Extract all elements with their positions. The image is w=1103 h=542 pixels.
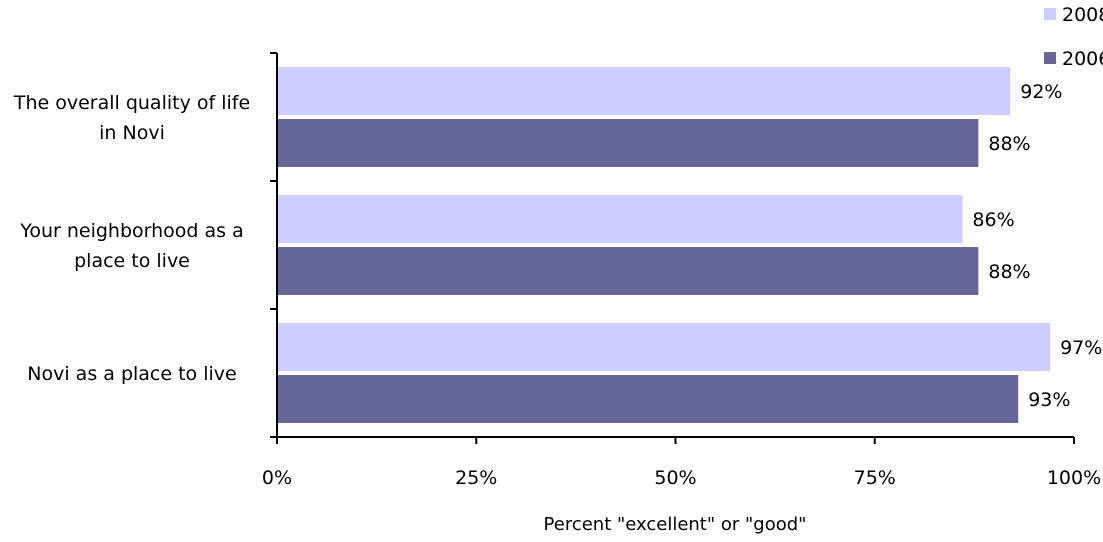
x-tick-label: 0% (262, 467, 292, 489)
data-label: 88% (988, 261, 1030, 283)
bar-2008-1 (277, 195, 963, 243)
text-layer: 92% 88% The overall quality of life in Novi… (13, 81, 1102, 535)
x-tick-label: 50% (654, 467, 696, 489)
axes-layer (270, 52, 1075, 444)
bar-2006-1 (277, 247, 979, 295)
category-label-line: Novi as a place to live (27, 363, 236, 385)
bar-2006-0 (277, 119, 979, 167)
x-tick-label: 25% (455, 467, 497, 489)
data-label: 93% (1028, 389, 1070, 411)
category-label: Novi as a place to live (27, 363, 236, 385)
category-label-line: Your neighborhood as a (19, 220, 244, 242)
legend: 2008 2006 (1044, 4, 1103, 70)
data-label: 97% (1060, 337, 1102, 359)
x-tick-label: 100% (1047, 467, 1101, 489)
legend-label-2006: 2006 (1062, 48, 1103, 70)
bars-layer (277, 67, 1051, 423)
data-label: 86% (972, 209, 1014, 231)
data-label: 92% (1020, 81, 1062, 103)
bar-2008-2 (277, 323, 1051, 371)
legend-swatch-2006 (1044, 52, 1056, 64)
x-axis-title: Percent "excellent" or "good" (544, 514, 807, 535)
category-label-line: in Novi (99, 122, 165, 144)
data-label: 88% (988, 133, 1030, 155)
category-label: The overall quality of life in Novi (13, 92, 250, 144)
x-tick-label: 75% (854, 467, 896, 489)
legend-swatch-2008 (1044, 8, 1056, 20)
bar-2006-2 (277, 375, 1019, 423)
category-label-line: place to live (74, 250, 190, 272)
category-label: Your neighborhood as a place to live (19, 220, 244, 272)
legend-label-2008: 2008 (1062, 4, 1103, 26)
bar-2008-0 (277, 67, 1011, 115)
category-label-line: The overall quality of life (13, 92, 250, 114)
